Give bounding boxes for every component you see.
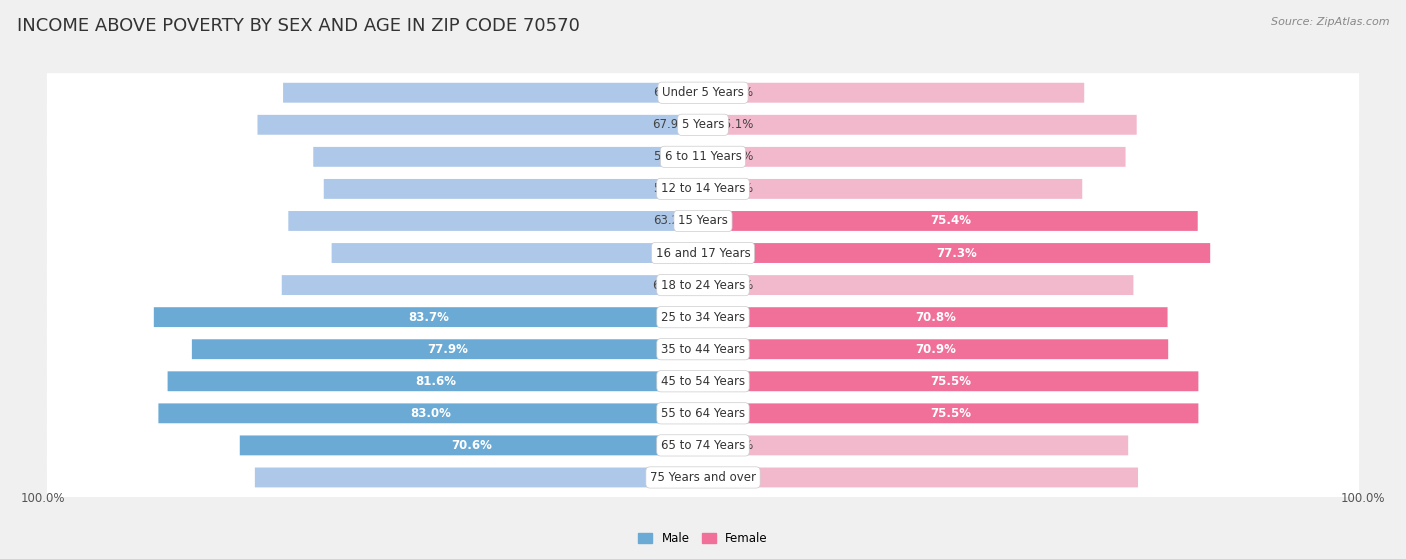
Text: 12 to 14 Years: 12 to 14 Years [661,182,745,196]
Text: 57.8%: 57.8% [652,182,690,196]
Text: 100.0%: 100.0% [1341,492,1385,505]
FancyBboxPatch shape [46,297,1360,337]
FancyBboxPatch shape [46,458,1360,497]
Text: Under 5 Years: Under 5 Years [662,86,744,100]
Text: 64.4%: 64.4% [716,150,754,163]
Text: 83.7%: 83.7% [408,311,449,324]
Text: 75.5%: 75.5% [931,407,972,420]
FancyBboxPatch shape [254,467,703,487]
Text: 77.9%: 77.9% [427,343,468,356]
Text: 68.3%: 68.3% [652,471,690,484]
FancyBboxPatch shape [283,83,703,103]
FancyBboxPatch shape [323,179,703,199]
Text: 64.2%: 64.2% [652,278,690,292]
Text: 64.0%: 64.0% [652,86,690,100]
FancyBboxPatch shape [703,467,1137,487]
FancyBboxPatch shape [332,243,703,263]
Text: Source: ZipAtlas.com: Source: ZipAtlas.com [1271,17,1389,27]
Text: 65 to 74 Years: 65 to 74 Years [661,439,745,452]
Text: 70.6%: 70.6% [451,439,492,452]
Text: 70.9%: 70.9% [915,343,956,356]
Legend: Male, Female: Male, Female [634,527,772,549]
FancyBboxPatch shape [191,339,703,359]
Text: 75 Years and over: 75 Years and over [650,471,756,484]
FancyBboxPatch shape [46,105,1360,144]
FancyBboxPatch shape [167,371,703,391]
FancyBboxPatch shape [281,275,703,295]
Text: 63.2%: 63.2% [652,215,690,228]
Text: 16 and 17 Years: 16 and 17 Years [655,247,751,259]
Text: 25 to 34 Years: 25 to 34 Years [661,311,745,324]
FancyBboxPatch shape [314,147,703,167]
FancyBboxPatch shape [257,115,703,135]
Text: 64.8%: 64.8% [716,439,754,452]
Text: 83.0%: 83.0% [411,407,451,420]
Text: 5 Years: 5 Years [682,119,724,131]
Text: 6 to 11 Years: 6 to 11 Years [665,150,741,163]
FancyBboxPatch shape [703,404,1198,423]
FancyBboxPatch shape [703,243,1211,263]
Text: 100.0%: 100.0% [21,492,65,505]
FancyBboxPatch shape [153,307,703,327]
FancyBboxPatch shape [703,371,1198,391]
Text: 57.8%: 57.8% [716,182,754,196]
FancyBboxPatch shape [703,435,1128,456]
FancyBboxPatch shape [240,435,703,456]
Text: 15 Years: 15 Years [678,215,728,228]
FancyBboxPatch shape [46,201,1360,240]
Text: 58.1%: 58.1% [716,86,754,100]
FancyBboxPatch shape [46,394,1360,433]
FancyBboxPatch shape [46,169,1360,209]
Text: 18 to 24 Years: 18 to 24 Years [661,278,745,292]
FancyBboxPatch shape [703,275,1133,295]
Text: 45 to 54 Years: 45 to 54 Years [661,375,745,388]
FancyBboxPatch shape [703,339,1168,359]
FancyBboxPatch shape [703,147,1126,167]
Text: 81.6%: 81.6% [415,375,456,388]
Text: 67.9%: 67.9% [652,119,690,131]
FancyBboxPatch shape [46,266,1360,305]
Text: 59.4%: 59.4% [652,150,690,163]
FancyBboxPatch shape [46,138,1360,177]
Text: 55 to 64 Years: 55 to 64 Years [661,407,745,420]
FancyBboxPatch shape [703,115,1136,135]
FancyBboxPatch shape [159,404,703,423]
Text: INCOME ABOVE POVERTY BY SEX AND AGE IN ZIP CODE 70570: INCOME ABOVE POVERTY BY SEX AND AGE IN Z… [17,17,579,35]
FancyBboxPatch shape [46,73,1360,112]
Text: 66.1%: 66.1% [716,119,754,131]
Text: 75.5%: 75.5% [931,375,972,388]
FancyBboxPatch shape [46,362,1360,401]
FancyBboxPatch shape [703,179,1083,199]
Text: 77.3%: 77.3% [936,247,977,259]
Text: 70.8%: 70.8% [915,311,956,324]
Text: 75.4%: 75.4% [929,215,972,228]
FancyBboxPatch shape [288,211,703,231]
FancyBboxPatch shape [703,307,1167,327]
FancyBboxPatch shape [703,211,1198,231]
Text: 66.3%: 66.3% [716,471,754,484]
Text: 35 to 44 Years: 35 to 44 Years [661,343,745,356]
Text: 56.6%: 56.6% [652,247,690,259]
FancyBboxPatch shape [703,83,1084,103]
FancyBboxPatch shape [46,330,1360,369]
FancyBboxPatch shape [46,426,1360,465]
FancyBboxPatch shape [46,234,1360,273]
Text: 65.6%: 65.6% [716,278,754,292]
